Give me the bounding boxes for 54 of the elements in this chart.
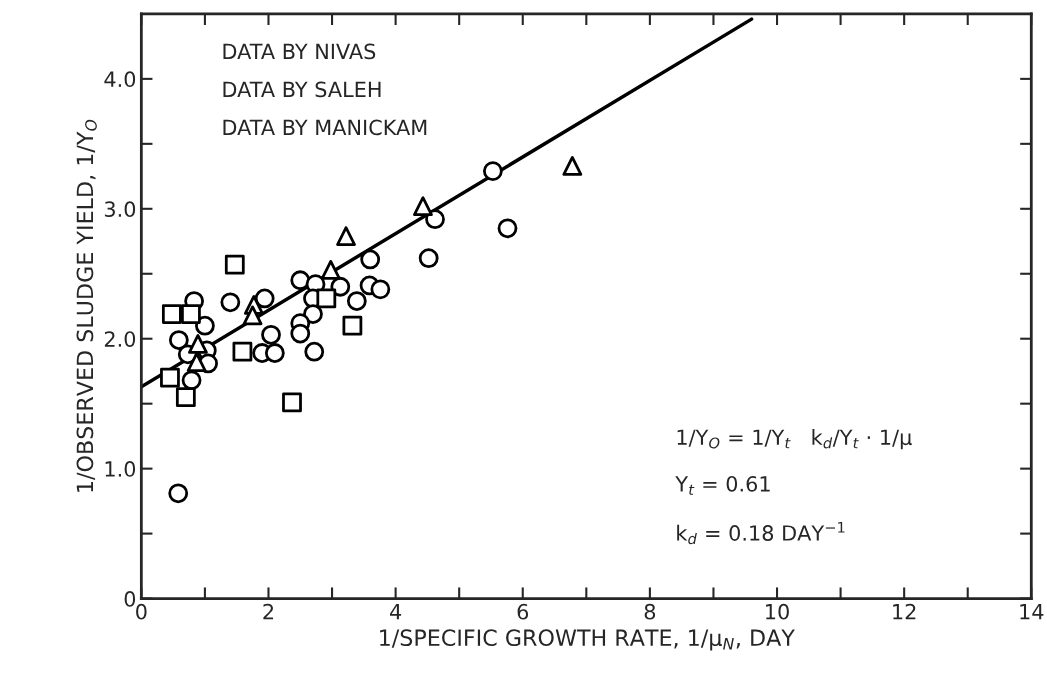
text: 1/Y$_{O}$ = 1/Y$_{t}$ k$_{d}$/Y$_{t}$ · 1/μ: [677, 429, 912, 450]
x-tick-label: 12: [893, 603, 916, 620]
annotation: Y$_{t}$ = 0.61: [675, 475, 770, 495]
point: [161, 304, 182, 324]
y-tick-label: 0: [124, 591, 136, 607]
point: [336, 226, 356, 246]
point: [425, 209, 445, 230]
point: [316, 288, 337, 309]
point: [418, 248, 439, 269]
y-tick-label: 1.0: [105, 461, 136, 477]
point: [304, 341, 325, 362]
x-axis-title: 1/SPECIFIC GROWTH RATE, 1/μ$_{N}$, DAY: [380, 629, 795, 651]
point: [175, 387, 196, 408]
x-tick-label: 2: [263, 603, 274, 620]
point: [360, 249, 381, 270]
annotation: DATA BY NIVAS: [223, 43, 376, 60]
point: [290, 323, 311, 344]
point: [370, 279, 391, 300]
annotation: DATA BY SALEH: [223, 81, 381, 98]
x-tick-label: 4: [390, 604, 402, 620]
point: [562, 156, 583, 176]
point: [160, 367, 180, 388]
y-tick-label: 3.0: [104, 201, 136, 218]
point: [224, 254, 245, 275]
point: [261, 324, 281, 345]
point: [497, 218, 518, 239]
y-axis-title: 1/OBSERVED SLUDGE YIELD, 1/Y$_{O}$: [76, 119, 97, 492]
y-tick-label: 4.0: [104, 71, 136, 88]
x-tick-label: 14: [1020, 604, 1044, 620]
point: [188, 334, 208, 354]
x-tick-label: 8: [644, 603, 656, 620]
point: [168, 483, 189, 504]
point: [242, 305, 263, 326]
point: [320, 259, 341, 280]
point: [413, 196, 433, 217]
annotation: k$_{d}$ = 0.18 DAY$^{−1}$: [677, 521, 845, 545]
x-tick-label: 0: [136, 603, 147, 620]
point: [220, 292, 241, 313]
point: [168, 330, 189, 350]
x-tick-label: 10: [766, 603, 789, 620]
point: [186, 352, 207, 372]
point: [482, 161, 503, 182]
point: [290, 270, 311, 291]
y-tick-label: 2.0: [104, 331, 136, 347]
point: [254, 288, 275, 309]
point: [346, 291, 367, 311]
point: [264, 343, 285, 363]
x-tick-label: 6: [517, 603, 529, 620]
point: [195, 315, 215, 336]
point: [181, 304, 201, 324]
point: [232, 341, 253, 362]
point: [342, 315, 363, 336]
annotation: DATA BY MANICKAM: [223, 119, 427, 136]
point: [282, 392, 302, 413]
